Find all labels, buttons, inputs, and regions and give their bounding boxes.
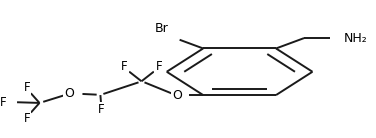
Text: F: F [0, 96, 7, 109]
Text: F: F [98, 103, 105, 116]
Text: F: F [24, 112, 30, 125]
Text: F: F [155, 60, 162, 73]
Text: F: F [121, 60, 127, 73]
Text: Br: Br [155, 22, 168, 35]
Text: F: F [24, 81, 30, 94]
Text: NH₂: NH₂ [344, 32, 368, 45]
Text: O: O [172, 89, 182, 102]
Text: O: O [64, 87, 74, 100]
